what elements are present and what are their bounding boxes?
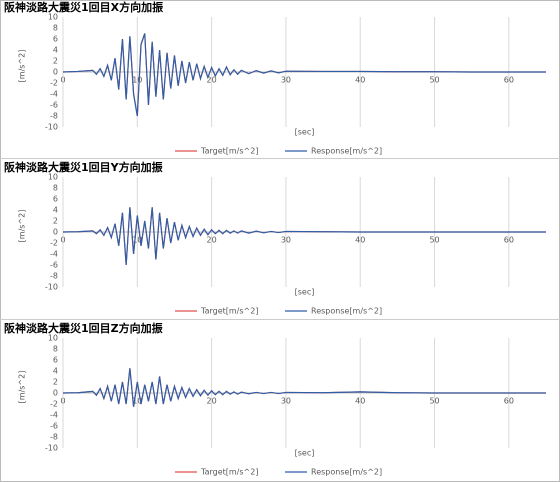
x-tick-label: 60 (504, 397, 514, 406)
series-line (62, 207, 546, 266)
y-tick-label: 0 (53, 228, 58, 237)
x-tick-label: 20 (207, 397, 217, 406)
y-tick-label: -10 (45, 283, 58, 292)
y-tick-label: 4 (53, 46, 58, 55)
y-tick-label: -8 (50, 112, 58, 121)
y-tick-label: -10 (45, 444, 58, 453)
x-tick-label: 30 (281, 76, 291, 85)
y-tick-label: 8 (53, 184, 58, 193)
x-axis-label: [sec] (295, 128, 315, 137)
x-axis-label: [sec] (295, 449, 315, 458)
y-tick-label: 8 (53, 24, 58, 33)
x-tick-label: 60 (504, 76, 514, 85)
y-axis-label: [m/s^2] (18, 210, 27, 243)
y-tick-label: 6 (53, 195, 58, 204)
y-tick-label: -6 (50, 261, 58, 270)
legend-label: Target[m/s^2] (200, 147, 258, 156)
x-tick-label: 40 (355, 397, 365, 406)
legend-label: Target[m/s^2] (200, 468, 258, 477)
y-tick-label: -6 (50, 422, 58, 431)
y-tick-label: 8 (53, 345, 58, 354)
y-tick-label: -8 (50, 272, 58, 281)
y-tick-label: -4 (50, 90, 58, 99)
y-tick-label: 2 (53, 217, 58, 226)
x-tick-label: 30 (281, 236, 291, 245)
y-tick-label: -10 (45, 123, 58, 132)
y-tick-label: 4 (53, 206, 58, 215)
x-tick-label: 10 (132, 76, 142, 85)
x-tick-label: 30 (281, 397, 291, 406)
chart-title: 阪神淡路大震災1回目Z方向加振 (4, 321, 163, 335)
x-axis-label: [sec] (295, 288, 315, 297)
y-tick-label: -8 (50, 433, 58, 442)
y-tick-label: -4 (50, 411, 58, 420)
y-tick-label: 2 (53, 378, 58, 387)
y-tick-label: 10 (48, 173, 58, 182)
series-line (62, 368, 546, 407)
y-tick-label: 0 (53, 389, 58, 398)
legend-label: Response[m/s^2] (311, 468, 382, 477)
y-axis-label: [m/s^2] (18, 50, 27, 83)
legend-label: Response[m/s^2] (311, 147, 382, 156)
series-line (62, 33, 546, 117)
y-tick-label: -2 (50, 79, 58, 88)
x-tick-label: 60 (504, 236, 514, 245)
chart-title: 阪神淡路大震災1回目Y方向加振 (4, 160, 163, 174)
x-tick-label: 50 (429, 236, 439, 245)
y-tick-label: -2 (50, 400, 58, 409)
x-tick-label: 20 (207, 76, 217, 85)
x-tick-label: 40 (355, 236, 365, 245)
y-tick-label: -6 (50, 101, 58, 110)
y-tick-label: 10 (48, 334, 58, 343)
x-tick-label: 50 (429, 397, 439, 406)
x-tick-label: 50 (429, 76, 439, 85)
legend-label: Target[m/s^2] (200, 307, 258, 316)
x-tick-label: 10 (132, 236, 142, 245)
y-tick-label: 2 (53, 57, 58, 66)
legend-label: Response[m/s^2] (311, 307, 382, 316)
y-tick-label: -2 (50, 239, 58, 248)
x-tick-label: 40 (355, 76, 365, 85)
y-tick-label: 6 (53, 35, 58, 44)
y-tick-label: 6 (53, 356, 58, 365)
chart-title: 阪神淡路大震災1回目X方向加振 (4, 0, 163, 14)
x-tick-label: 20 (207, 236, 217, 245)
y-axis-label: [m/s^2] (18, 371, 27, 404)
y-tick-label: -4 (50, 250, 58, 259)
x-tick-label: 10 (132, 397, 142, 406)
y-tick-label: 0 (53, 68, 58, 77)
y-tick-label: 4 (53, 367, 58, 376)
y-tick-label: 10 (48, 13, 58, 22)
